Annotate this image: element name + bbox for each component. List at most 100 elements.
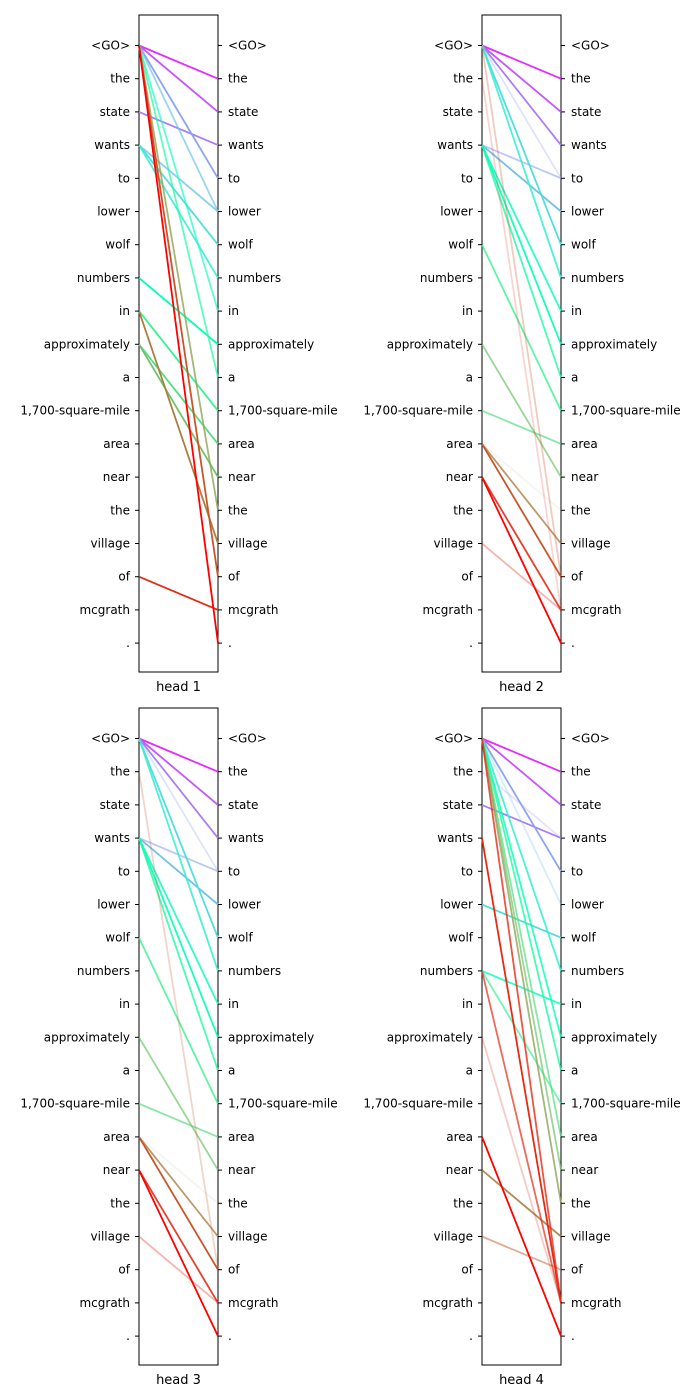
right-token-label: village [571, 1230, 610, 1244]
left-token-label: lower [97, 205, 130, 219]
attention-links [138, 737, 219, 1337]
attention-link [138, 44, 219, 113]
left-token-label: 1,700-square-mile [363, 1097, 473, 1111]
left-token-label: area [103, 437, 130, 451]
right-token-label: approximately [571, 337, 657, 351]
right-token-label: 1,700-square-mile [571, 404, 681, 418]
left-token-label: near [103, 470, 130, 484]
attention-link [138, 738, 219, 872]
attention-link [481, 738, 562, 1304]
right-token-label: in [228, 304, 239, 318]
left-token-label: the [453, 1196, 473, 1210]
attention-panel-4: <GO> the state wants to lower wolf numbers in app… [363, 707, 681, 1388]
left-token-label: wants [94, 831, 130, 845]
attention-link [138, 45, 219, 644]
right-token-label: near [228, 470, 255, 484]
attention-link [481, 1136, 562, 1337]
right-token-label: near [571, 1163, 598, 1177]
left-token-label: <GO> [434, 732, 473, 746]
attention-link [138, 1136, 219, 1271]
left-token-label: wolf [105, 238, 130, 252]
right-token-label: the [571, 1196, 591, 1210]
right-token-label: approximately [228, 337, 314, 351]
attention-link [481, 738, 562, 972]
left-token-label: <GO> [91, 732, 130, 746]
right-token-label: approximately [571, 1030, 657, 1044]
attention-link [481, 144, 562, 312]
right-token-label: mcgrath [571, 1296, 622, 1310]
left-token-label: in [119, 997, 130, 1011]
attention-link [138, 44, 219, 80]
attention-link [138, 45, 219, 378]
attention-link [481, 837, 562, 1304]
right-token-label: village [571, 537, 610, 551]
attention-link [138, 737, 219, 806]
attention-link [138, 771, 219, 1270]
left-token-label: the [453, 503, 473, 517]
attention-link [481, 476, 562, 644]
attention-link [138, 343, 219, 445]
attention-link [138, 737, 219, 773]
right-token-label: area [228, 1130, 255, 1144]
left-token-label: the [110, 765, 130, 779]
right-token-label: numbers [228, 271, 281, 285]
right-token-label: in [571, 304, 582, 318]
left-token-label: to [118, 864, 130, 878]
right-token-label: the [228, 503, 248, 517]
left-token-label: . [469, 1329, 473, 1343]
panel-xlabel: head 4 [499, 1373, 544, 1388]
left-token-label: of [461, 570, 473, 584]
attention-link [481, 78, 562, 611]
attention-link [481, 443, 562, 511]
attention-link [138, 837, 219, 1005]
attention-link [138, 310, 219, 412]
right-token-label: 1,700-square-mile [228, 404, 338, 418]
attention-link [138, 343, 219, 478]
right-token-label: a [571, 1064, 578, 1078]
right-token-label: a [571, 371, 578, 385]
right-token-label: <GO> [228, 732, 267, 746]
left-token-label: numbers [420, 271, 473, 285]
attention-link [138, 45, 219, 511]
left-token-label: approximately [44, 337, 130, 351]
right-token-label: numbers [571, 964, 624, 978]
right-token-label: <GO> [228, 39, 267, 53]
right-token-label: state [571, 798, 601, 812]
right-token-label: village [228, 1230, 267, 1244]
left-token-label: the [453, 72, 473, 86]
left-token-label: numbers [77, 964, 130, 978]
attention-link [481, 409, 562, 445]
left-token-label: state [443, 798, 473, 812]
attention-links [481, 737, 562, 1337]
attention-link [481, 738, 562, 1138]
attention-link [138, 45, 219, 312]
right-token-label: mcgrath [228, 603, 279, 617]
right-token-label: state [228, 798, 258, 812]
right-token-label: . [228, 636, 232, 650]
left-token-label: state [100, 105, 130, 119]
left-token-label: numbers [77, 271, 130, 285]
right-token-label: in [228, 997, 239, 1011]
left-token-label: wants [437, 138, 473, 152]
attention-link [481, 443, 562, 578]
left-token-label: wolf [448, 238, 473, 252]
left-token-label: village [91, 537, 130, 551]
left-token-label: the [110, 503, 130, 517]
right-token-label: mcgrath [571, 603, 622, 617]
right-token-label: the [571, 503, 591, 517]
left-token-label: near [103, 1163, 130, 1177]
attention-link [138, 837, 219, 1071]
panel-xlabel: head 3 [156, 1373, 201, 1388]
right-token-label: of [228, 570, 240, 584]
left-token-label: near [446, 1163, 473, 1177]
attention-link [138, 1169, 219, 1337]
left-token-label: state [100, 798, 130, 812]
right-token-label: wolf [228, 931, 253, 945]
attention-link [481, 738, 562, 872]
attention-link [138, 837, 219, 906]
right-token-label: wants [571, 138, 607, 152]
left-token-label: in [462, 997, 473, 1011]
right-token-label: the [228, 1196, 248, 1210]
attention-link [481, 44, 562, 146]
